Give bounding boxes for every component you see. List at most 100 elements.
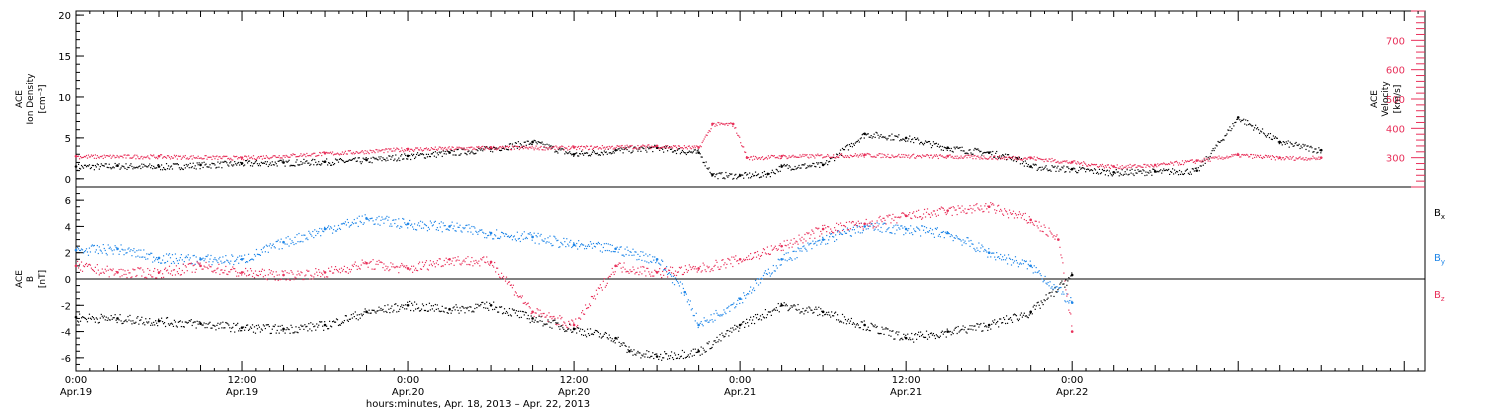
bx-series-sample	[181, 321, 183, 323]
by-series-sample	[507, 235, 510, 237]
velocity-series-sample	[524, 147, 526, 149]
bx-series-sample	[329, 325, 332, 327]
density-series-sample	[641, 146, 643, 148]
bx-series-sample	[354, 311, 356, 313]
bx-series-sample	[813, 311, 815, 314]
density-series-sample	[1081, 167, 1083, 169]
velocity-series-sample	[102, 157, 104, 160]
density-series-sample	[1259, 130, 1262, 132]
density-series-sample	[533, 139, 535, 141]
by-series-sample	[211, 264, 213, 266]
density-series-sample	[121, 165, 123, 167]
velocity-series-sample	[1087, 165, 1089, 167]
density-series-sample	[1305, 148, 1307, 151]
density-series-sample	[1201, 161, 1203, 163]
velocity-series-sample	[1164, 163, 1166, 165]
velocity-series-sample	[527, 148, 529, 150]
bx-series-sample	[411, 302, 413, 304]
bx-series-sample	[387, 304, 389, 306]
by-series-sample	[416, 224, 419, 226]
velocity-series-sample	[1126, 167, 1128, 169]
velocity-series-sample	[659, 147, 661, 149]
bx-series-sample	[964, 326, 966, 329]
density-series-sample	[1251, 125, 1253, 127]
bx-series-sample	[786, 305, 788, 307]
by-series-sample	[913, 228, 915, 230]
by-series-sample	[699, 322, 701, 324]
bx-series-point	[531, 317, 534, 320]
bz-series-sample	[162, 276, 165, 278]
density-series-sample	[478, 147, 480, 149]
by-series-sample	[224, 261, 226, 263]
bx-series-sample	[920, 335, 923, 337]
by-series-sample	[999, 257, 1001, 260]
density-series-sample	[105, 163, 107, 165]
velocity-series-sample	[556, 146, 558, 148]
velocity-series-sample	[397, 148, 399, 150]
velocity-series-sample	[883, 153, 885, 156]
density-series-sample	[709, 171, 711, 174]
velocity-series-sample	[1070, 162, 1072, 165]
velocity-series-sample	[454, 148, 456, 150]
density-series-sample	[1077, 172, 1079, 174]
by-series-sample	[769, 275, 771, 277]
by-series-sample	[417, 222, 420, 224]
velocity-series-sample	[447, 147, 449, 149]
velocity-series-sample	[793, 156, 795, 158]
density-series-sample	[371, 162, 373, 164]
density-series-sample	[1094, 169, 1097, 171]
bx-series-sample	[264, 327, 266, 330]
velocity-series-sample	[404, 149, 406, 151]
bx-series-sample	[1022, 314, 1024, 316]
bx-series-sample	[170, 322, 173, 324]
by-series-sample	[462, 227, 464, 229]
bx-series-sample	[165, 317, 168, 319]
bx-series-sample	[274, 324, 276, 326]
velocity-series-sample	[566, 147, 568, 149]
density-series-sample	[643, 147, 645, 150]
bx-series-sample	[839, 320, 842, 322]
bx-series-sample	[145, 318, 147, 320]
velocity-series-sample	[383, 151, 385, 154]
velocity-series-sample	[848, 156, 851, 159]
density-series-sample	[968, 149, 970, 151]
by-series-sample	[1018, 263, 1021, 265]
bx-series-sample	[174, 321, 177, 323]
density-series-sample	[724, 178, 726, 180]
velocity-series-sample	[342, 153, 345, 156]
density-series-sample	[613, 152, 615, 154]
bx-series-sample	[644, 356, 646, 358]
bz-series-point	[780, 244, 783, 248]
by-series-sample	[695, 312, 697, 314]
bx-series-sample	[529, 321, 531, 324]
velocity-series-sample	[631, 144, 633, 147]
bz-series-point	[199, 264, 202, 268]
by-series-sample	[137, 255, 139, 257]
density-series-sample	[498, 149, 501, 151]
density-series-sample	[1280, 142, 1282, 144]
by-series-sample	[145, 258, 147, 260]
density-series-sample	[1202, 164, 1204, 166]
velocity-series-sample	[1218, 155, 1220, 157]
velocity-series-sample	[891, 154, 893, 156]
density-series-sample	[404, 153, 406, 155]
density-series-sample	[402, 158, 404, 160]
bx-series-sample	[642, 355, 644, 357]
velocity-series-sample	[941, 155, 943, 157]
density-series-point	[863, 132, 866, 136]
velocity-series-sample	[96, 154, 98, 157]
density-series-sample	[573, 155, 575, 157]
by-series-sample	[576, 242, 578, 245]
density-series-sample	[871, 137, 873, 139]
density-series-sample	[670, 148, 673, 150]
by-series-sample	[433, 221, 435, 223]
bx-series-sample	[706, 342, 708, 344]
velocity-series-sample	[377, 151, 379, 153]
bx-series-sample	[583, 330, 586, 332]
bx-series-sample	[871, 323, 873, 325]
density-series-sample	[477, 150, 479, 152]
velocity-series-sample	[571, 146, 573, 148]
bx-series-sample	[104, 319, 106, 321]
velocity-series-sample	[707, 131, 709, 134]
by-series-sample	[312, 230, 314, 233]
